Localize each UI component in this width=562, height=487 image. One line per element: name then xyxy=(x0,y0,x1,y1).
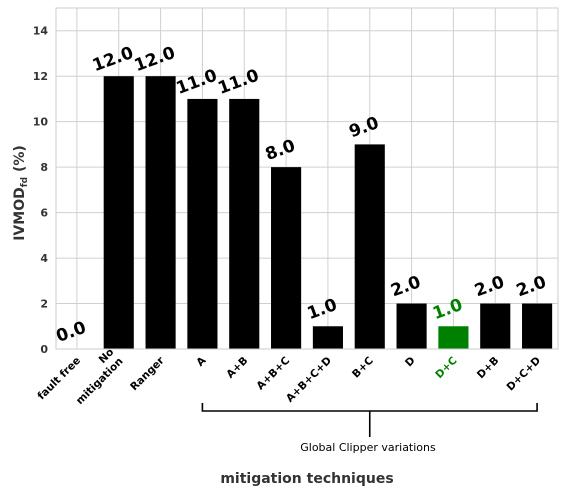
value-label: 2.0 xyxy=(514,272,549,301)
y-tick-label: 4 xyxy=(40,252,48,265)
bar xyxy=(354,144,385,349)
x-tick-label: A+B xyxy=(224,355,250,381)
x-tick-label: D+B xyxy=(475,355,502,382)
y-tick-label: 0 xyxy=(40,343,48,356)
x-tick-label: D+C xyxy=(433,354,460,381)
x-axis-label: mitigation techniques xyxy=(220,471,393,487)
bar xyxy=(480,303,511,349)
bracket-line xyxy=(201,403,538,437)
bar xyxy=(396,303,427,349)
y-tick-label: 14 xyxy=(33,25,49,38)
y-axis-label-main: IVMOD xyxy=(12,187,28,241)
x-tick-label: A+B+C+D xyxy=(284,354,334,404)
bars xyxy=(103,76,553,349)
bar xyxy=(438,326,469,349)
value-label: 0.0 xyxy=(54,318,89,347)
plot-frame xyxy=(55,7,559,350)
x-tick-label: fault free xyxy=(35,355,83,403)
x-tick-label: A+B+C xyxy=(254,354,292,392)
bar xyxy=(145,76,176,349)
y-tick-label: 2 xyxy=(40,298,48,311)
plot-border xyxy=(55,7,559,350)
bar xyxy=(312,326,343,349)
x-tick-label: A xyxy=(194,354,209,369)
value-label: 8.0 xyxy=(263,136,298,165)
y-axis-label-sub: fd xyxy=(20,177,30,187)
x-tick-label: B+C xyxy=(350,354,376,380)
value-label: 11.0 xyxy=(174,66,220,99)
value-label: 2.0 xyxy=(388,272,423,301)
y-tick-label: 10 xyxy=(33,116,49,129)
y-axis-label-suffix: (%) xyxy=(12,145,28,177)
bar xyxy=(187,98,218,349)
annotation-label: Global Clipper variations xyxy=(300,441,436,454)
y-tick-label: 12 xyxy=(33,70,48,83)
y-axis-ticks: 0 2 4 6 8 10 12 14 xyxy=(33,25,49,356)
annotation-bracket xyxy=(201,403,538,437)
x-tick-label: D+C+D xyxy=(505,354,544,393)
bar xyxy=(271,167,302,349)
x-axis-ticks: fault free Nomitigation Ranger A A+B A+B+CA+B… xyxy=(35,346,543,407)
value-label: 1.0 xyxy=(305,295,340,324)
value-label: 1.0 xyxy=(430,295,465,324)
value-label: 9.0 xyxy=(346,113,381,142)
x-tick-label: D xyxy=(403,354,418,369)
bar xyxy=(103,76,134,349)
x-tick-label: Ranger xyxy=(128,354,167,393)
y-tick-label: 8 xyxy=(40,161,48,174)
value-label: 12.0 xyxy=(132,43,178,76)
y-axis-label: IVMODfd (%) xyxy=(12,145,30,241)
bar xyxy=(229,98,260,349)
value-label: 2.0 xyxy=(472,272,507,301)
value-label: 11.0 xyxy=(215,66,261,99)
value-label: 12.0 xyxy=(90,43,136,76)
y-tick-label: 6 xyxy=(40,207,48,220)
bar xyxy=(522,303,553,349)
